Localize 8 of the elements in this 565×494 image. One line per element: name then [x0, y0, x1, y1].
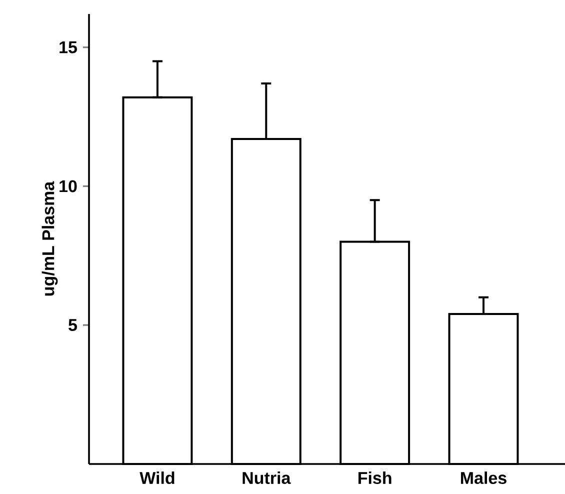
x-tick-label: Males	[461, 472, 506, 484]
x-tick-label: Fish	[358, 472, 392, 484]
y-axis-title: ug/mL Plasma	[42, 181, 58, 296]
x-tick-label: Nutria	[242, 472, 291, 484]
y-tick-label: 10	[60, 180, 77, 192]
y-tick-label: 5	[68, 319, 78, 332]
x-tick-label: Wild	[140, 472, 174, 484]
y-tick-label: 15	[60, 41, 77, 54]
